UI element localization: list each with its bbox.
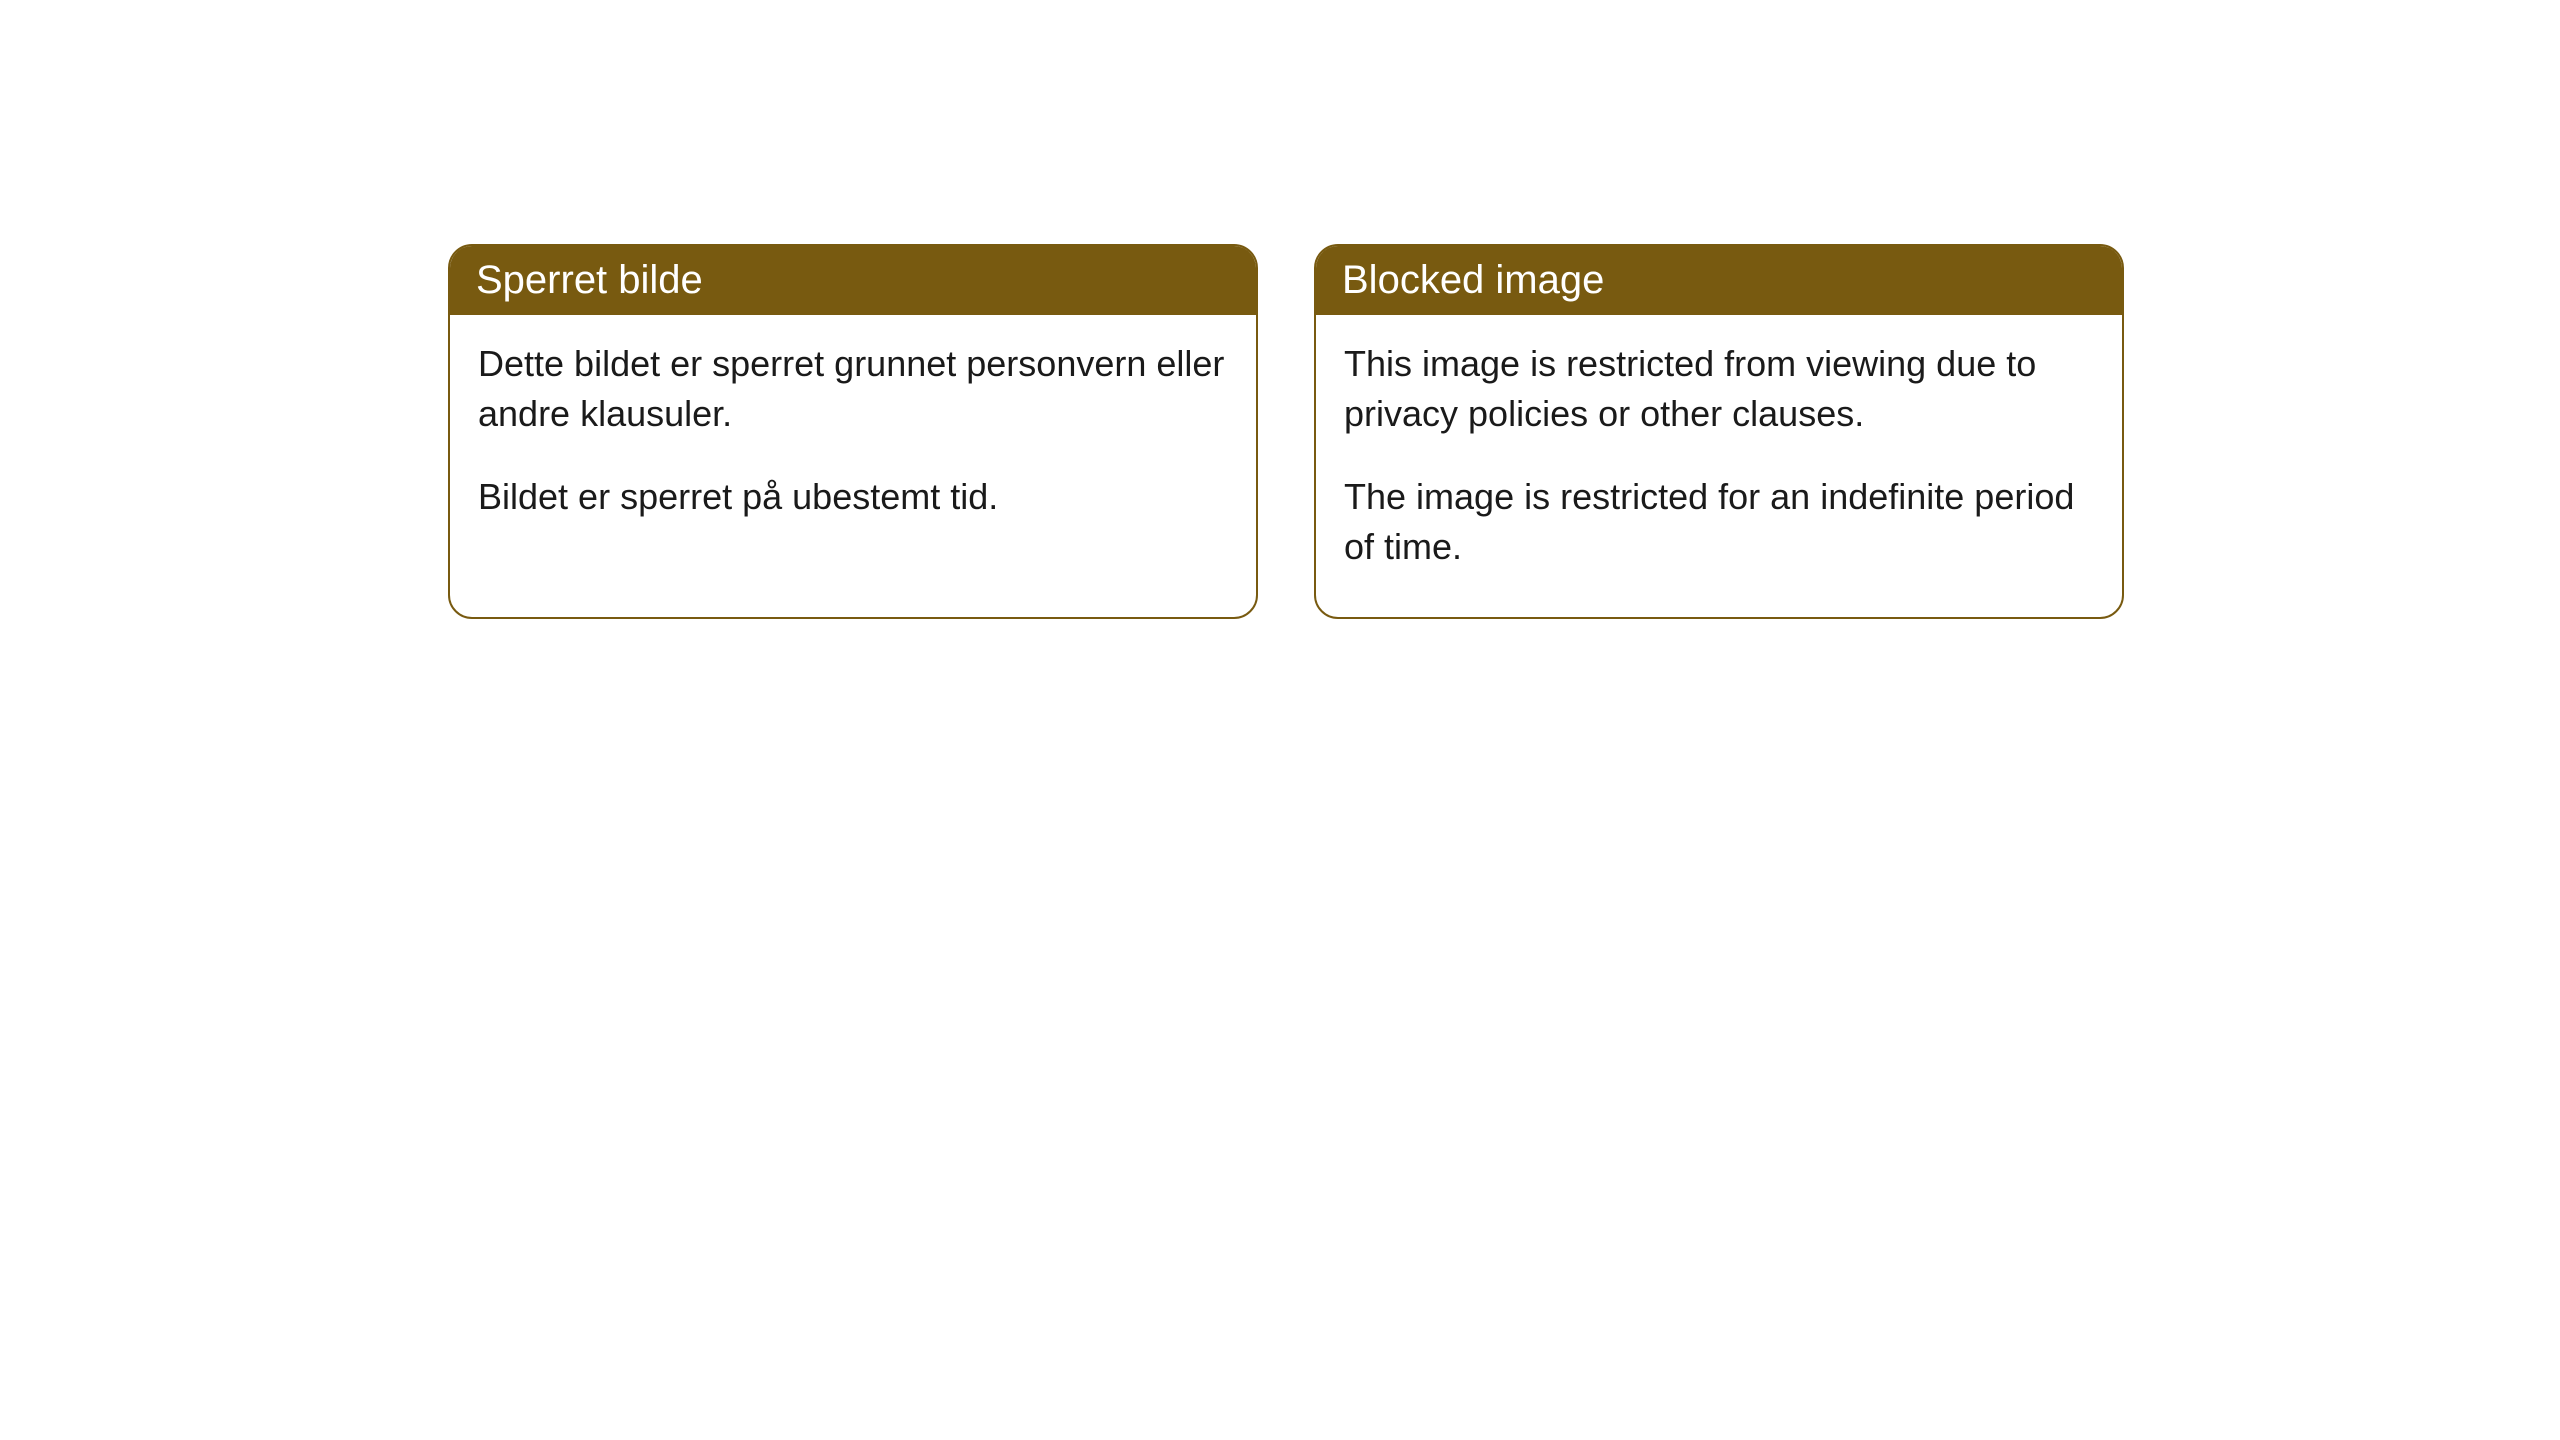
card-paragraph: Dette bildet er sperret grunnet personve…: [478, 339, 1228, 440]
card-title: Blocked image: [1342, 258, 1604, 302]
card-paragraph: Bildet er sperret på ubestemt tid.: [478, 472, 1228, 522]
card-paragraph: This image is restricted from viewing du…: [1344, 339, 2094, 440]
card-title: Sperret bilde: [476, 258, 703, 302]
card-header-english: Blocked image: [1316, 246, 2122, 315]
notice-cards-container: Sperret bilde Dette bildet er sperret gr…: [448, 244, 2124, 619]
notice-card-english: Blocked image This image is restricted f…: [1314, 244, 2124, 619]
card-body-norwegian: Dette bildet er sperret grunnet personve…: [450, 315, 1256, 566]
card-body-english: This image is restricted from viewing du…: [1316, 315, 2122, 617]
card-paragraph: The image is restricted for an indefinit…: [1344, 472, 2094, 573]
notice-card-norwegian: Sperret bilde Dette bildet er sperret gr…: [448, 244, 1258, 619]
card-header-norwegian: Sperret bilde: [450, 246, 1256, 315]
